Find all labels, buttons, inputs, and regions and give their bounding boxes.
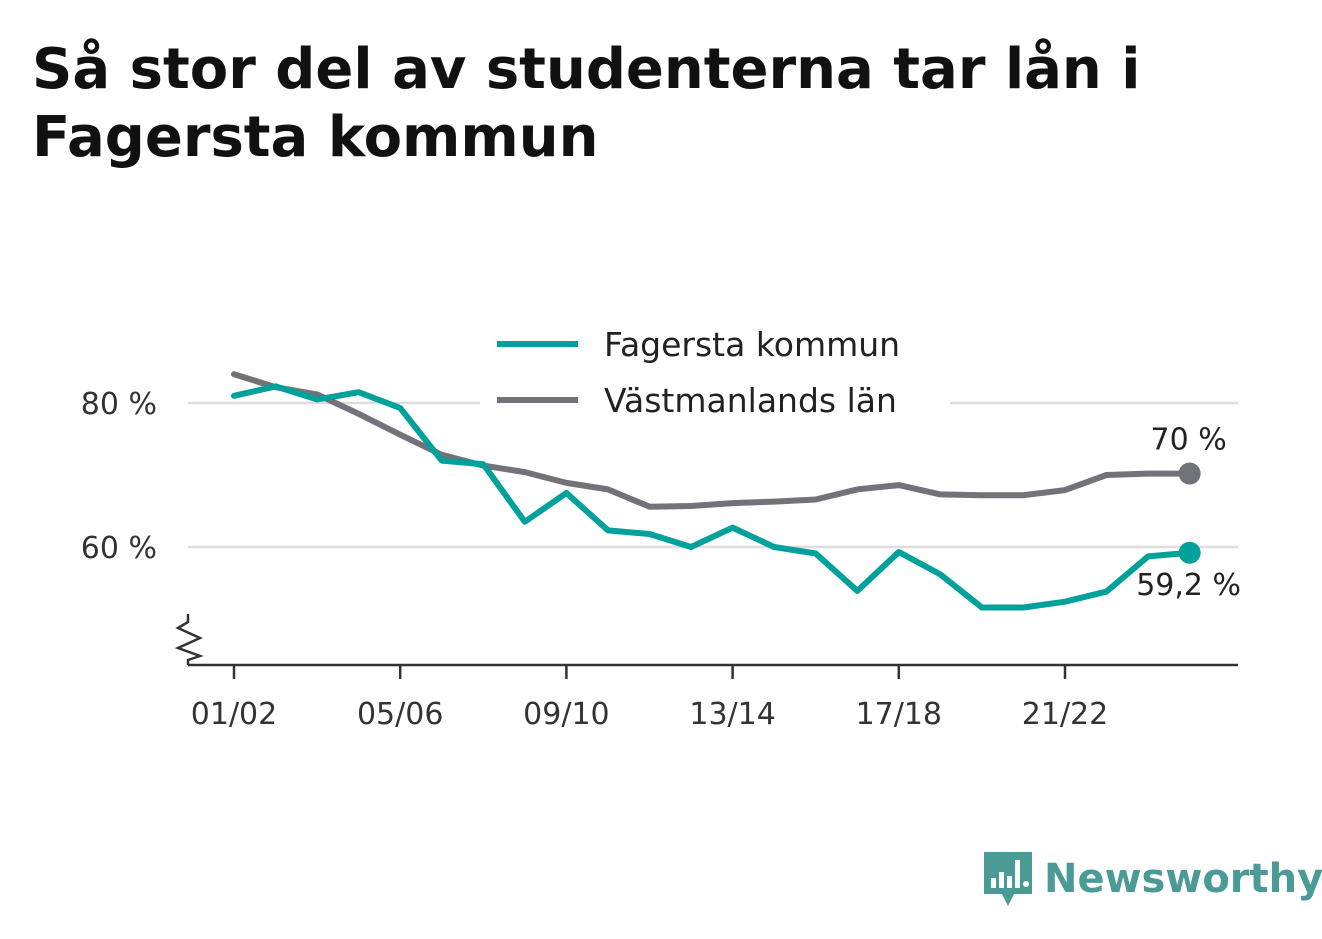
x-tick-label: 21/22: [1022, 697, 1108, 732]
series-line-vastmanland: [231, 371, 1193, 510]
newsworthy-logo-text: Newsworthy: [1044, 856, 1322, 902]
legend: Fagersta kommun Västmanlands län: [480, 318, 950, 422]
x-axis-ticks: 01/02 05/06 09/10 13/14 17/18 21/22: [191, 665, 1108, 732]
series-endpoints: 70 % 59,2 %: [1136, 423, 1241, 603]
legend-background: [480, 318, 950, 422]
endpoint-marker: [1178, 541, 1201, 564]
x-tick-label: 09/10: [523, 697, 609, 732]
endpoint-marker: [1178, 462, 1201, 485]
y-tick-label: 80 %: [81, 387, 157, 422]
x-tick-label: 05/06: [357, 697, 443, 732]
legend-label-vastmanland: Västmanlands län: [604, 381, 897, 420]
chart-title: Så stor del av studenterna tar lån i Fag…: [32, 37, 1141, 170]
series-lines: [231, 371, 1193, 611]
newsworthy-logo-icon: [984, 852, 1032, 906]
newsworthy-logo: Newsworthy: [982, 850, 1322, 908]
series-line-fagersta: [231, 383, 1193, 611]
y-tick-label: 60 %: [81, 531, 157, 566]
axes: [174, 614, 1238, 667]
y-axis-break-icon: [174, 614, 204, 665]
x-tick-label: 01/02: [191, 697, 277, 732]
endpoint-label: 59,2 %: [1136, 568, 1241, 603]
x-tick-label: 13/14: [689, 697, 775, 732]
legend-label-fagersta: Fagersta kommun: [604, 325, 900, 364]
y-axis-ticks: 60 % 80 %: [81, 387, 157, 566]
gridlines: [188, 401, 1238, 549]
x-tick-label: 17/18: [856, 697, 942, 732]
endpoint-label: 70 %: [1151, 423, 1227, 458]
